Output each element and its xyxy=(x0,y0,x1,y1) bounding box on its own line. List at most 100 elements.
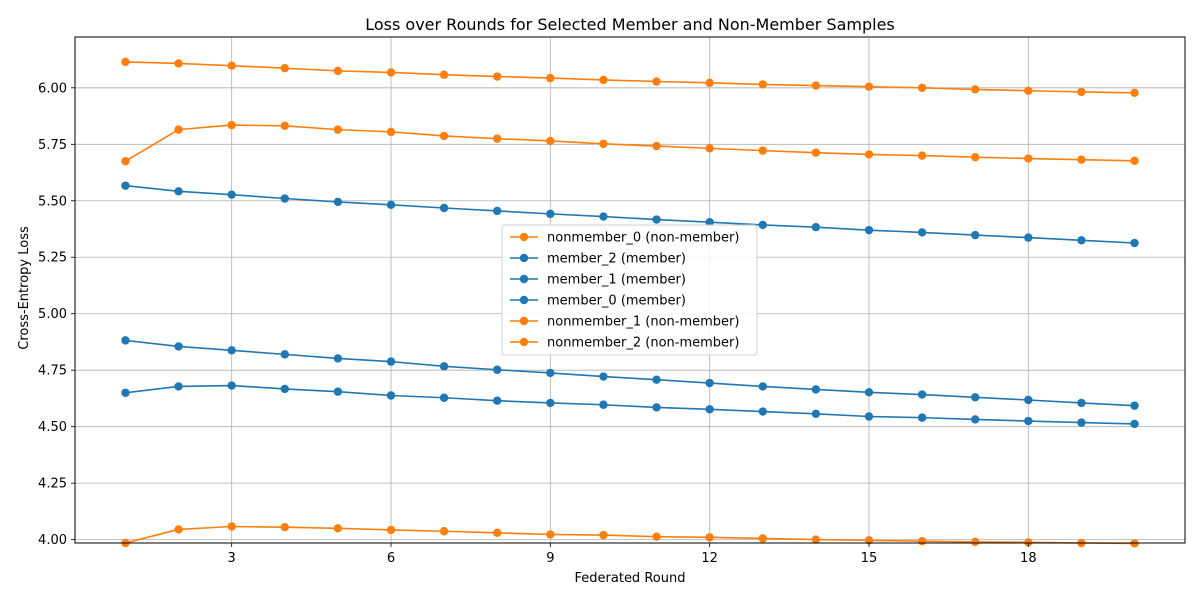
data-point xyxy=(280,121,289,130)
y-tick-label: 4.75 xyxy=(38,364,67,379)
series-member-0 xyxy=(121,181,1139,248)
data-point xyxy=(546,530,555,539)
data-point xyxy=(917,536,927,546)
data-point xyxy=(386,68,396,77)
legend-label: nonmember_2 (non-member) xyxy=(547,336,739,351)
x-tick-label: 9 xyxy=(546,551,554,566)
data-point xyxy=(493,396,502,405)
data-point xyxy=(333,387,343,396)
chart-title: Loss over Rounds for Selected Member and… xyxy=(365,15,895,34)
y-tick-label: 4.00 xyxy=(38,533,67,548)
data-point xyxy=(546,73,555,83)
data-point xyxy=(546,368,555,378)
data-point xyxy=(1130,88,1139,97)
y-axis-label: Cross-Entropy Loss xyxy=(17,226,32,350)
series-line xyxy=(125,339,1135,407)
data-point xyxy=(971,415,980,424)
y-tick-label: 6.00 xyxy=(38,81,67,96)
data-point xyxy=(864,388,874,397)
axis-ticks: 3 6 9 12 15 18 4.00 4.25 4.50 4.75 5.00 5.25 5.50 5.7… xyxy=(38,81,1037,566)
data-point xyxy=(811,148,821,157)
data-point xyxy=(121,57,130,67)
legend-marker xyxy=(519,274,529,284)
series-line xyxy=(125,61,1135,94)
data-point xyxy=(652,532,661,541)
data-point xyxy=(493,528,502,538)
data-point xyxy=(652,375,661,384)
data-point xyxy=(705,405,714,414)
data-point xyxy=(652,77,661,86)
data-point xyxy=(227,190,236,199)
data-point xyxy=(1024,416,1033,426)
y-tick-label: 4.25 xyxy=(38,477,67,492)
legend-marker xyxy=(519,295,529,305)
data-point xyxy=(864,536,874,545)
x-tick-label: 12 xyxy=(701,551,718,566)
data-point xyxy=(758,220,767,230)
data-point xyxy=(599,212,608,221)
y-tick-label: 5.50 xyxy=(38,194,67,209)
data-point xyxy=(971,393,980,402)
data-point xyxy=(971,537,980,547)
data-point xyxy=(599,75,608,85)
data-point xyxy=(917,390,927,399)
series-member-1 xyxy=(121,381,1139,429)
data-point xyxy=(1024,395,1033,405)
data-point xyxy=(280,350,289,359)
data-point xyxy=(439,203,449,213)
series-nonmember-2 xyxy=(121,522,1139,548)
data-point xyxy=(546,209,555,219)
data-point xyxy=(811,223,821,232)
legend-label: member_1 (member) xyxy=(547,273,686,288)
data-point xyxy=(121,336,130,345)
data-point xyxy=(227,61,236,70)
data-point xyxy=(333,354,343,363)
legend-marker xyxy=(519,253,529,263)
data-point xyxy=(758,146,767,155)
data-point xyxy=(917,151,927,160)
data-point xyxy=(864,225,874,235)
data-point xyxy=(121,388,130,397)
x-tick-label: 15 xyxy=(861,551,878,566)
data-point xyxy=(280,384,289,394)
legend-marker xyxy=(519,316,529,326)
legend-marker xyxy=(519,232,529,242)
series-line xyxy=(125,124,1135,162)
data-point xyxy=(439,527,449,536)
data-point xyxy=(174,125,183,134)
data-point xyxy=(386,391,396,400)
y-tick-label: 5.25 xyxy=(38,251,67,266)
data-point xyxy=(121,157,130,166)
data-point xyxy=(1077,398,1086,408)
data-point xyxy=(811,385,821,394)
legend-box xyxy=(501,224,758,356)
data-point xyxy=(493,206,502,216)
data-point xyxy=(333,197,343,207)
data-point xyxy=(1077,418,1086,427)
x-tick-label: 6 xyxy=(387,551,395,566)
data-point xyxy=(546,398,555,408)
data-point xyxy=(1024,233,1033,242)
data-point xyxy=(174,382,183,391)
data-point xyxy=(864,412,874,421)
data-point xyxy=(1077,87,1086,97)
series-nonmember-0 xyxy=(121,120,1139,166)
data-point xyxy=(1130,238,1139,248)
data-point xyxy=(280,522,289,532)
data-point xyxy=(546,136,555,146)
data-point xyxy=(599,139,608,149)
legend-marker xyxy=(519,337,529,347)
data-point xyxy=(227,120,236,130)
data-point xyxy=(971,230,980,240)
data-point xyxy=(652,403,661,412)
data-point xyxy=(493,134,502,143)
data-point xyxy=(705,78,714,88)
data-point xyxy=(386,525,396,535)
y-tick-label: 5.00 xyxy=(38,307,67,322)
data-point xyxy=(705,378,714,388)
data-point xyxy=(971,152,980,162)
data-point xyxy=(971,85,980,94)
series-line xyxy=(125,384,1135,425)
